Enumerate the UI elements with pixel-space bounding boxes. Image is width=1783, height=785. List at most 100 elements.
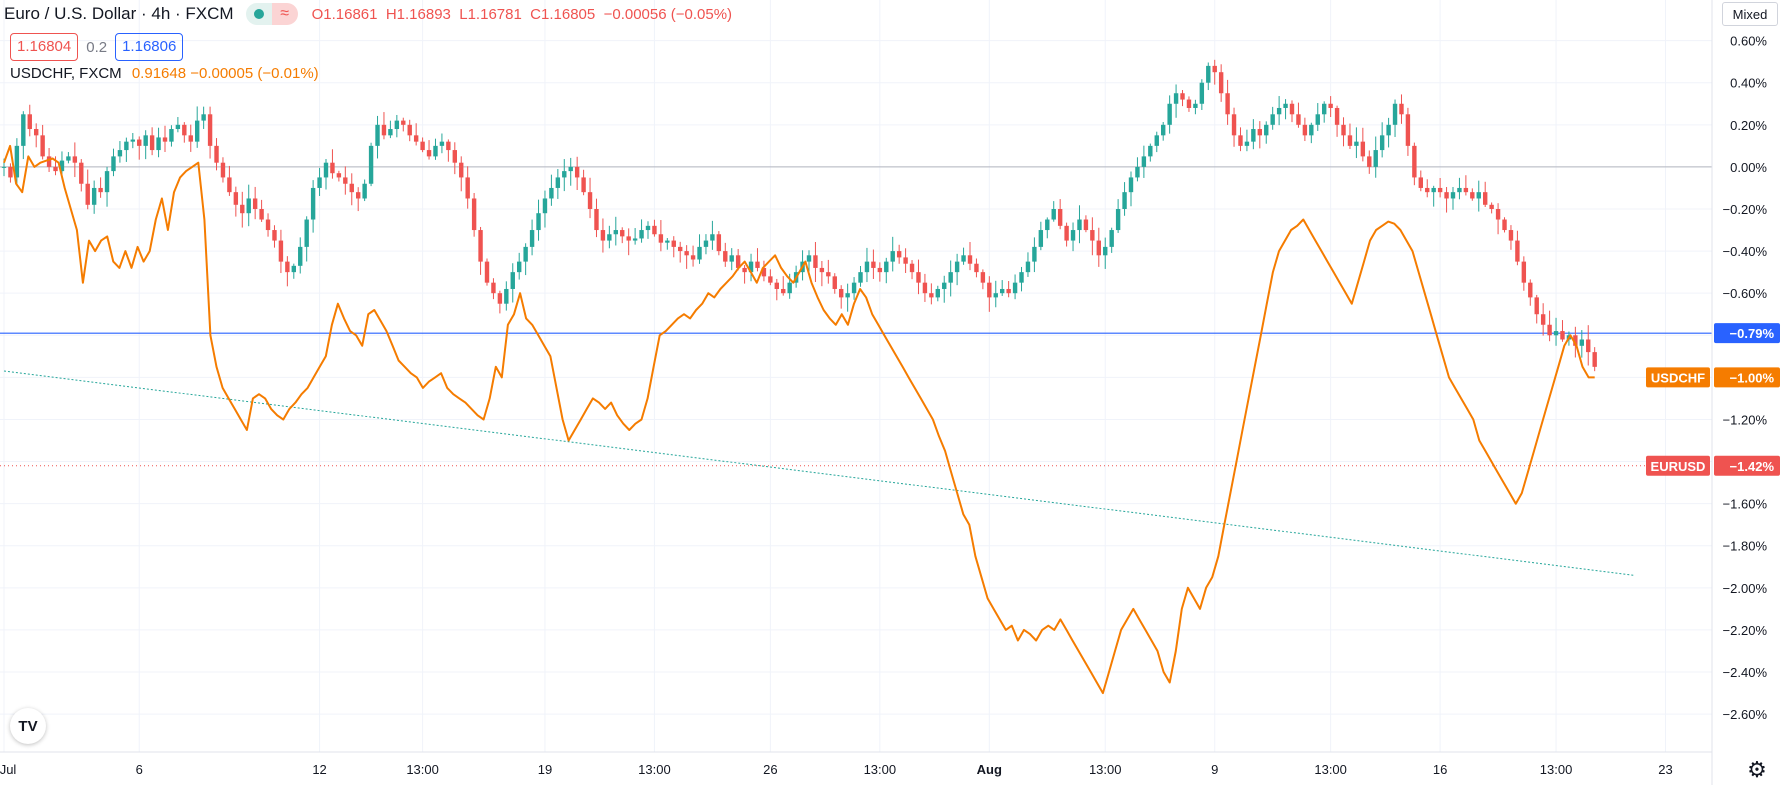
candle-body (433, 145, 438, 157)
candle-body (1193, 103, 1198, 108)
candle-body (806, 255, 812, 262)
candle-body (1553, 331, 1559, 336)
market-status[interactable]: ≈ (245, 3, 298, 25)
candle-body (169, 129, 174, 142)
candle-body (66, 156, 71, 161)
candle-body (1579, 339, 1584, 346)
y-tick-label: −0.20% (1723, 202, 1768, 217)
candle-body (1592, 352, 1597, 367)
candle-body (40, 135, 45, 157)
candle-body (117, 150, 123, 157)
compare-symbol: USDCHF, FXCM (10, 65, 122, 82)
candle-body (368, 145, 374, 184)
candle-body (1521, 261, 1527, 283)
candle-body (639, 230, 644, 239)
y-tick-label: −0.60% (1723, 286, 1768, 301)
candle-body (1180, 93, 1185, 100)
candle-body (620, 230, 625, 237)
gear-icon[interactable]: ⚙ (1747, 757, 1767, 782)
candle-body (684, 251, 689, 256)
candle-body (484, 261, 490, 283)
candle-body (1283, 103, 1288, 108)
x-tick-label: 26 (763, 762, 777, 777)
scale-mode-button[interactable]: Mixed (1722, 2, 1778, 26)
ohlc-readout: O1.16861 H1.16893 L1.16781 C1.16805 −0.0… (311, 5, 733, 23)
candle-body (420, 141, 425, 151)
candle-body (1322, 103, 1327, 115)
candle-body (1418, 177, 1423, 188)
candle-body (587, 192, 593, 209)
compare-legend[interactable]: USDCHF, FXCM 0.91648 −0.00005 (−0.01%) (10, 65, 319, 82)
eurusd-series-tag[interactable]: EURUSD (1651, 459, 1706, 474)
y-tick-label: 0.20% (1730, 118, 1767, 133)
candle-body (1077, 219, 1082, 231)
candle-body (1528, 282, 1533, 298)
candle-body (220, 162, 226, 178)
candle-body (1064, 225, 1069, 241)
candle-body (1354, 141, 1359, 146)
candle-body (851, 282, 857, 294)
candle-body (1405, 114, 1411, 146)
candle-body (246, 198, 251, 214)
hline-price-tag: −0.79% (1730, 326, 1775, 341)
candle-body (182, 124, 187, 136)
candle-body (497, 293, 503, 304)
candle-body (304, 219, 309, 247)
sell-price-button[interactable]: 1.16804 (10, 33, 79, 61)
candle-body (1083, 219, 1089, 231)
x-tick-label: 13:00 (1314, 762, 1347, 777)
candle-body (1309, 124, 1314, 136)
candle-body (1231, 114, 1237, 136)
candle-body (478, 230, 483, 262)
x-tick-label: 13:00 (406, 762, 439, 777)
candle-body (1173, 93, 1179, 104)
y-tick-label: −1.20% (1723, 412, 1768, 427)
candle-body (665, 240, 670, 243)
candle-body (954, 261, 960, 273)
candle-body (1238, 135, 1243, 146)
candle-body (1148, 145, 1153, 157)
candle-body (826, 272, 831, 277)
usdchf-series-tag[interactable]: USDCHF (1651, 370, 1705, 385)
candle-body (413, 135, 419, 142)
candle-body (929, 293, 934, 298)
candle-body (1141, 156, 1147, 167)
candle-body (1360, 141, 1366, 157)
candle-body (1161, 124, 1166, 136)
buy-price-button[interactable]: 1.16806 (115, 33, 184, 61)
candle-body (1206, 65, 1211, 83)
candle-body (980, 272, 986, 283)
candle-body (1045, 219, 1050, 231)
candle-body (652, 225, 657, 235)
candle-body (394, 120, 400, 130)
candle-body (1115, 209, 1121, 231)
candle-body (1483, 192, 1488, 205)
candle-body (1006, 288, 1011, 294)
candle-body (14, 145, 20, 178)
candle-body (974, 263, 979, 273)
symbol-title[interactable]: Euro / U.S. Dollar · 4h · FXCM (4, 4, 234, 23)
tradingview-logo-icon[interactable]: TV (10, 708, 46, 744)
candle-body (710, 234, 715, 241)
candle-body (504, 288, 509, 304)
candle-body (896, 251, 902, 258)
trend-line[interactable] (3, 370, 1634, 576)
candle-body (175, 124, 181, 130)
x-tick-label: 13:00 (638, 762, 671, 777)
candle-body (613, 230, 618, 235)
candle-body (1135, 166, 1140, 178)
delayed-data-icon: ≈ (271, 3, 298, 25)
candle-body (8, 166, 13, 178)
candle-body (310, 187, 316, 220)
x-tick-label: Jul (0, 762, 16, 777)
candle-body (819, 267, 825, 273)
candle-body (330, 162, 335, 174)
usdchf-compare-line[interactable] (3, 144, 1595, 695)
candle-body (1450, 192, 1456, 199)
spread-value: 0.2 (86, 38, 108, 56)
candle-body (645, 225, 651, 231)
candle-body (98, 187, 103, 193)
candle-body (1289, 103, 1295, 115)
candle-body (1437, 187, 1443, 193)
